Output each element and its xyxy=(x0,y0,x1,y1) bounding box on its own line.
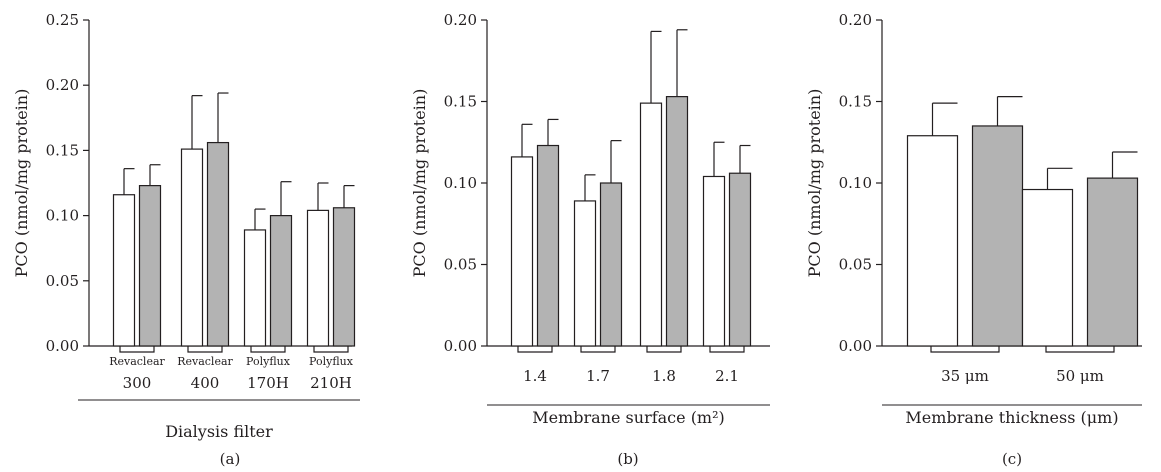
category-bracket xyxy=(517,346,553,353)
bar xyxy=(639,102,663,347)
category-label: Polyflux xyxy=(309,355,354,368)
chart-panel-a: 0.00 0.05 0.10 0.15 0.20 0.25 PCO (nmol/mg pro… xyxy=(12,11,360,468)
category-label: 170H xyxy=(247,374,289,392)
category-bracket xyxy=(187,346,223,353)
y-tick-label: 0.15 xyxy=(839,93,872,111)
bar xyxy=(728,172,752,347)
category-label: 400 xyxy=(191,374,220,392)
category-label: 1.8 xyxy=(652,367,676,385)
bar xyxy=(112,194,136,347)
y-axis-label: PCO (nmol/mg protein) xyxy=(805,89,824,278)
panel-label: (b) xyxy=(617,450,638,468)
y-tick-label: 0.00 xyxy=(46,337,79,355)
category-label: Polyflux xyxy=(246,355,291,368)
y-tick-label: 0.05 xyxy=(839,256,872,274)
y-tick-label: 0.15 xyxy=(46,141,79,159)
category-bracket xyxy=(1045,346,1115,353)
chart-panel-b: 0.00 0.05 0.10 0.15 0.20 PCO (nmol/mg protein… xyxy=(410,11,770,468)
category-bracket xyxy=(119,346,155,353)
bar xyxy=(971,125,1024,347)
bar xyxy=(306,209,330,347)
category-bracket xyxy=(709,346,745,353)
y-axis-label: PCO (nmol/mg protein) xyxy=(410,89,429,278)
category-label: 50 μm xyxy=(1056,367,1104,385)
category-label: 300 xyxy=(123,374,152,392)
bar xyxy=(243,229,267,347)
y-tick-label: 0.00 xyxy=(839,337,872,355)
category-label: 35 μm xyxy=(941,367,989,385)
bar xyxy=(510,156,534,347)
bar xyxy=(1021,188,1074,347)
category-bracket xyxy=(313,346,349,353)
y-tick-label: 0.20 xyxy=(444,11,477,29)
x-axis-label: Membrane thickness (μm) xyxy=(905,408,1118,427)
y-tick-label: 0.15 xyxy=(444,93,477,111)
category-bracket xyxy=(580,346,616,353)
bar xyxy=(269,215,293,347)
category-bracket xyxy=(250,346,286,353)
x-axis-label: Dialysis filter xyxy=(165,422,273,441)
bar xyxy=(665,96,689,347)
category-label: 1.4 xyxy=(523,367,547,385)
category-label: Revaclear xyxy=(109,355,165,368)
category-label: 2.1 xyxy=(715,367,739,385)
y-tick-label: 0.00 xyxy=(444,337,477,355)
y-tick-label: 0.10 xyxy=(444,174,477,192)
category-bracket xyxy=(930,346,1000,353)
bar xyxy=(906,135,959,347)
chart-panel-c: 0.00 0.05 0.10 0.15 0.20 PCO (nmol/mg protein… xyxy=(805,11,1142,468)
panel-label: (c) xyxy=(1002,450,1022,468)
y-tick-label: 0.10 xyxy=(839,174,872,192)
y-tick-label: 0.25 xyxy=(46,11,79,29)
x-axis-label: Membrane surface (m²) xyxy=(532,408,725,427)
category-bracket xyxy=(646,346,682,353)
bar xyxy=(332,207,356,347)
y-axis-label: PCO (nmol/mg protein) xyxy=(12,89,31,278)
y-tick-label: 0.20 xyxy=(46,76,79,94)
y-tick-label: 0.20 xyxy=(839,11,872,29)
category-label: 210H xyxy=(310,374,352,392)
bar xyxy=(599,182,623,347)
bar xyxy=(1086,177,1139,347)
y-tick-label: 0.10 xyxy=(46,207,79,225)
bar xyxy=(573,200,597,347)
bar xyxy=(180,148,204,347)
panel-label: (a) xyxy=(220,450,241,468)
bar xyxy=(702,175,726,347)
category-label: 1.7 xyxy=(586,367,610,385)
y-tick-label: 0.05 xyxy=(444,256,477,274)
y-tick-label: 0.05 xyxy=(46,272,79,290)
bar xyxy=(536,144,560,347)
bar xyxy=(206,141,230,347)
category-label: Revaclear xyxy=(177,355,233,368)
bar xyxy=(138,185,162,347)
